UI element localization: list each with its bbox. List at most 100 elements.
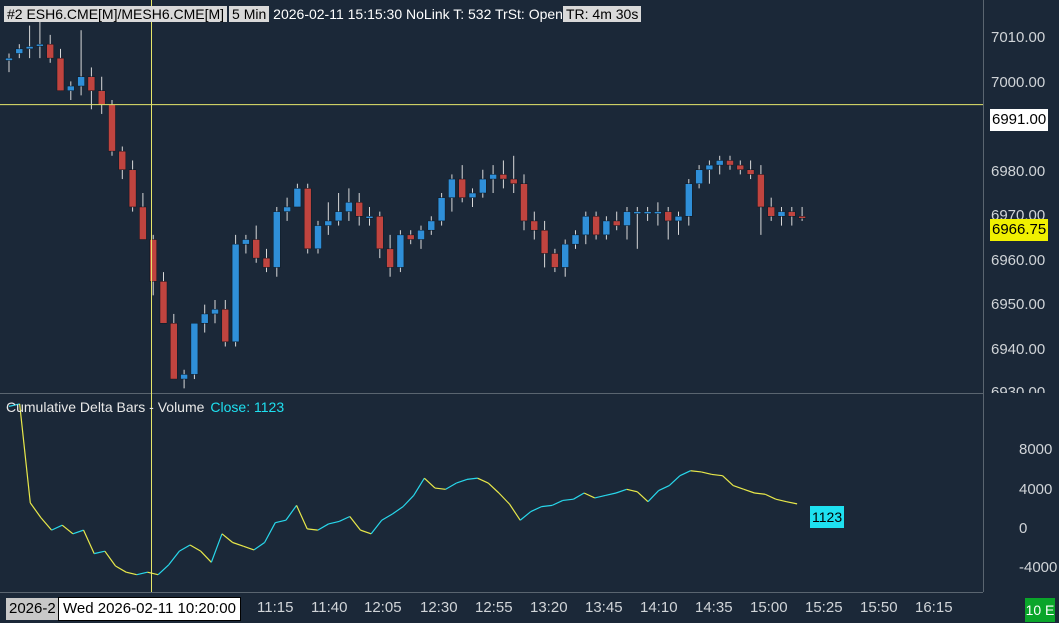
candle-body[interactable] xyxy=(242,239,250,245)
candle-body[interactable] xyxy=(417,229,425,240)
candle-body[interactable] xyxy=(705,164,714,171)
candle-body[interactable] xyxy=(46,43,54,59)
trade-status-badge[interactable]: 10 E xyxy=(1025,598,1055,622)
candle-body[interactable] xyxy=(664,211,672,222)
candle-body[interactable] xyxy=(623,211,631,226)
candle-body[interactable] xyxy=(685,183,693,217)
price-tick: 7000.00 xyxy=(991,74,1046,91)
candle-body[interactable] xyxy=(190,322,199,375)
candle-body[interactable] xyxy=(15,48,24,54)
candle-body[interactable] xyxy=(726,160,734,166)
chart-symbol[interactable]: #2 ESH6.CME[M]/MESH6.CME[M] xyxy=(4,6,228,22)
candle-body[interactable] xyxy=(149,239,157,282)
candle-body[interactable] xyxy=(396,234,405,268)
candle-body[interactable] xyxy=(540,229,549,254)
candle-body[interactable] xyxy=(437,197,446,222)
candle-body[interactable] xyxy=(715,160,724,166)
candle-body[interactable] xyxy=(231,243,240,343)
chart-interval[interactable]: 5 Min xyxy=(229,6,270,22)
candle-body[interactable] xyxy=(293,188,302,208)
candle-body[interactable] xyxy=(139,206,147,240)
candle-body[interactable] xyxy=(262,257,271,268)
candle-body[interactable] xyxy=(458,178,466,198)
time-tick: 13:45 xyxy=(585,599,623,616)
cumulative-delta-chart[interactable] xyxy=(8,403,798,576)
candle-body[interactable] xyxy=(200,313,209,324)
candle-body[interactable] xyxy=(520,183,528,222)
candle-body[interactable] xyxy=(159,281,168,324)
candle-body[interactable] xyxy=(592,216,600,236)
candle-body[interactable] xyxy=(221,309,230,343)
candle-body[interactable] xyxy=(509,178,518,184)
candle-body[interactable] xyxy=(97,90,106,105)
candle-body[interactable] xyxy=(273,211,281,268)
candle-body[interactable] xyxy=(798,216,806,219)
delta-segment xyxy=(264,522,276,543)
candle-body[interactable] xyxy=(767,206,775,217)
candle-body[interactable] xyxy=(334,211,343,222)
candle-body[interactable] xyxy=(386,248,394,268)
candle-body[interactable] xyxy=(633,211,642,214)
price-chart[interactable] xyxy=(5,6,806,389)
candle-body[interactable] xyxy=(479,178,487,194)
delta-segment xyxy=(253,542,265,551)
candle-body[interactable] xyxy=(602,220,611,236)
time-tick: 12:05 xyxy=(364,599,402,616)
time-tick: 15:50 xyxy=(860,599,898,616)
candle-body[interactable] xyxy=(211,309,219,315)
crosshair-price-label: 6991.00 xyxy=(990,109,1049,131)
candle-body[interactable] xyxy=(777,211,786,217)
candle-body[interactable] xyxy=(128,169,137,208)
candle-body[interactable] xyxy=(489,174,497,180)
candle-body[interactable] xyxy=(427,220,436,231)
candle-body[interactable] xyxy=(170,322,178,380)
candle-body[interactable] xyxy=(77,76,85,87)
candle-body[interactable] xyxy=(67,85,75,91)
candle-body[interactable] xyxy=(180,374,188,380)
candle-body[interactable] xyxy=(448,178,456,198)
candle-body[interactable] xyxy=(757,174,765,208)
candle-body[interactable] xyxy=(252,239,260,259)
candle-body[interactable] xyxy=(303,188,312,250)
subgraph-title[interactable]: Cumulative Delta Bars - Volume Close: 112… xyxy=(6,399,284,415)
candle-body[interactable] xyxy=(365,216,374,219)
candle-body[interactable] xyxy=(530,220,539,231)
candle-body[interactable] xyxy=(643,211,652,214)
candle-body[interactable] xyxy=(612,220,621,226)
delta-segment xyxy=(477,477,489,484)
delta-segment xyxy=(328,520,340,525)
candle-body[interactable] xyxy=(25,46,34,50)
candle-body[interactable] xyxy=(788,211,796,217)
delta-segment xyxy=(179,544,191,552)
candle-body[interactable] xyxy=(582,216,590,236)
candle-body[interactable] xyxy=(406,234,415,240)
candle-body[interactable] xyxy=(5,57,13,61)
candle-body[interactable] xyxy=(376,216,384,250)
candle-body[interactable] xyxy=(674,216,683,222)
candle-body[interactable] xyxy=(571,234,580,245)
candle-body[interactable] xyxy=(324,220,333,226)
delta-segment xyxy=(519,511,532,521)
candle-body[interactable] xyxy=(345,202,353,212)
candle-body[interactable] xyxy=(56,57,65,91)
candle-body[interactable] xyxy=(468,192,477,198)
candle-body[interactable] xyxy=(87,76,96,91)
candle-body[interactable] xyxy=(118,150,127,171)
candle-body[interactable] xyxy=(499,174,508,180)
candle-body[interactable] xyxy=(561,243,569,268)
delta-segment xyxy=(19,403,31,503)
candle-body[interactable] xyxy=(283,206,291,212)
candle-body[interactable] xyxy=(746,169,755,175)
candle-body[interactable] xyxy=(108,104,116,152)
candle-body[interactable] xyxy=(654,211,662,214)
delta-segment xyxy=(349,516,361,531)
candle-body[interactable] xyxy=(355,202,363,217)
delta-tick: -4000 xyxy=(1019,559,1058,576)
candle-body[interactable] xyxy=(695,169,703,184)
candle-body[interactable] xyxy=(36,43,44,47)
price-tick: 6960.00 xyxy=(991,252,1046,269)
candle-body[interactable] xyxy=(736,164,745,171)
candle-body[interactable] xyxy=(314,225,322,250)
candle-body[interactable] xyxy=(551,253,559,268)
